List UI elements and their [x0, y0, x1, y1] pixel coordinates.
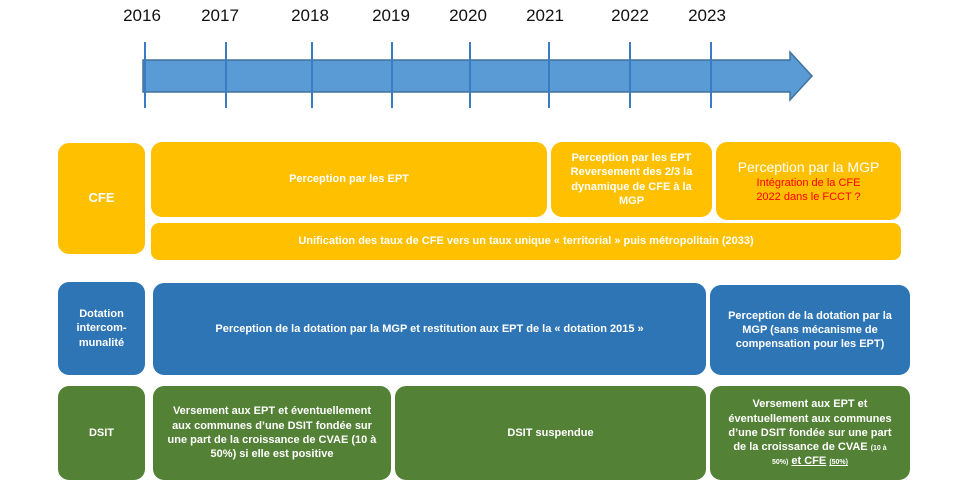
dsit-period3-cfe-pct: (50%)	[829, 459, 848, 467]
year-label: 2019	[372, 6, 410, 25]
dotation-period2-text: Perception de la dotation par la MGP (sa…	[728, 309, 892, 351]
cfe-period-ept-box: Perception par les EPT	[151, 142, 547, 217]
dotation-period1-text: Perception de la dotation par la MGP et …	[215, 322, 644, 335]
dsit-period3-text: Versement aux EPT et éventuellement aux …	[726, 397, 894, 468]
dsit-label-box: DSIT	[58, 386, 145, 480]
timeline-arrow	[142, 42, 814, 108]
year-label: 2016	[123, 6, 161, 25]
dsit-period-versement-cfe-box: Versement aux EPT et éventuellement aux …	[710, 386, 910, 480]
cfe-period1-text: Perception par les EPT	[289, 173, 409, 186]
dsit-period2-text: DSIT suspendue	[507, 426, 594, 439]
cfe-label: CFE	[88, 190, 115, 206]
year-label: 2023	[688, 6, 726, 25]
year-label: 2018	[291, 6, 329, 25]
dsit-period3-cvae-pct: (10 à 50%)	[772, 445, 887, 467]
year-ticks	[144, 42, 712, 108]
dsit-period-versement-box: Versement aux EPT et éventuellement aux …	[153, 386, 391, 480]
year-label: 2022	[611, 6, 649, 25]
dsit-period3-main: Versement aux EPT et éventuellement aux …	[728, 398, 892, 454]
cfe-period-reversement-box: Perception par les EPT Reversement des 2…	[551, 142, 712, 217]
dotation-label-box: Dotation intercom-munalité	[58, 282, 145, 375]
cfe-period3-title: Perception par la MGP	[737, 158, 880, 175]
cfe-label-box: CFE	[58, 143, 145, 254]
year-label: 2020	[449, 6, 487, 25]
dotation-label: Dotation intercom-munalité	[76, 308, 127, 349]
arrow-shape	[142, 50, 814, 102]
dotation-period-mgp-restitution-box: Perception de la dotation par la MGP et …	[153, 283, 706, 375]
dsit-period1-text: Versement aux EPT et éventuellement aux …	[167, 405, 377, 461]
dotation-period-mgp-box: Perception de la dotation par la MGP (sa…	[710, 285, 910, 375]
dsit-period3-and-cfe: et CFE	[791, 455, 827, 468]
dsit-period-suspendue-box: DSIT suspendue	[395, 386, 706, 480]
cfe-period-mgp-box: Perception par la MGP Intégration de la …	[716, 142, 901, 220]
year-label: 2017	[201, 6, 239, 25]
cfe-unification-text: Unification des taux de CFE vers un taux…	[298, 235, 754, 248]
dsit-label: DSIT	[88, 426, 115, 439]
cfe-period2-text: Perception par les EPT Reversement des 2…	[570, 151, 693, 207]
year-label: 2021	[526, 6, 564, 25]
cfe-period3-note: Intégration de la CFE 2022 dans le FCCT …	[756, 176, 861, 204]
cfe-unification-box: Unification des taux de CFE vers un taux…	[151, 223, 901, 260]
